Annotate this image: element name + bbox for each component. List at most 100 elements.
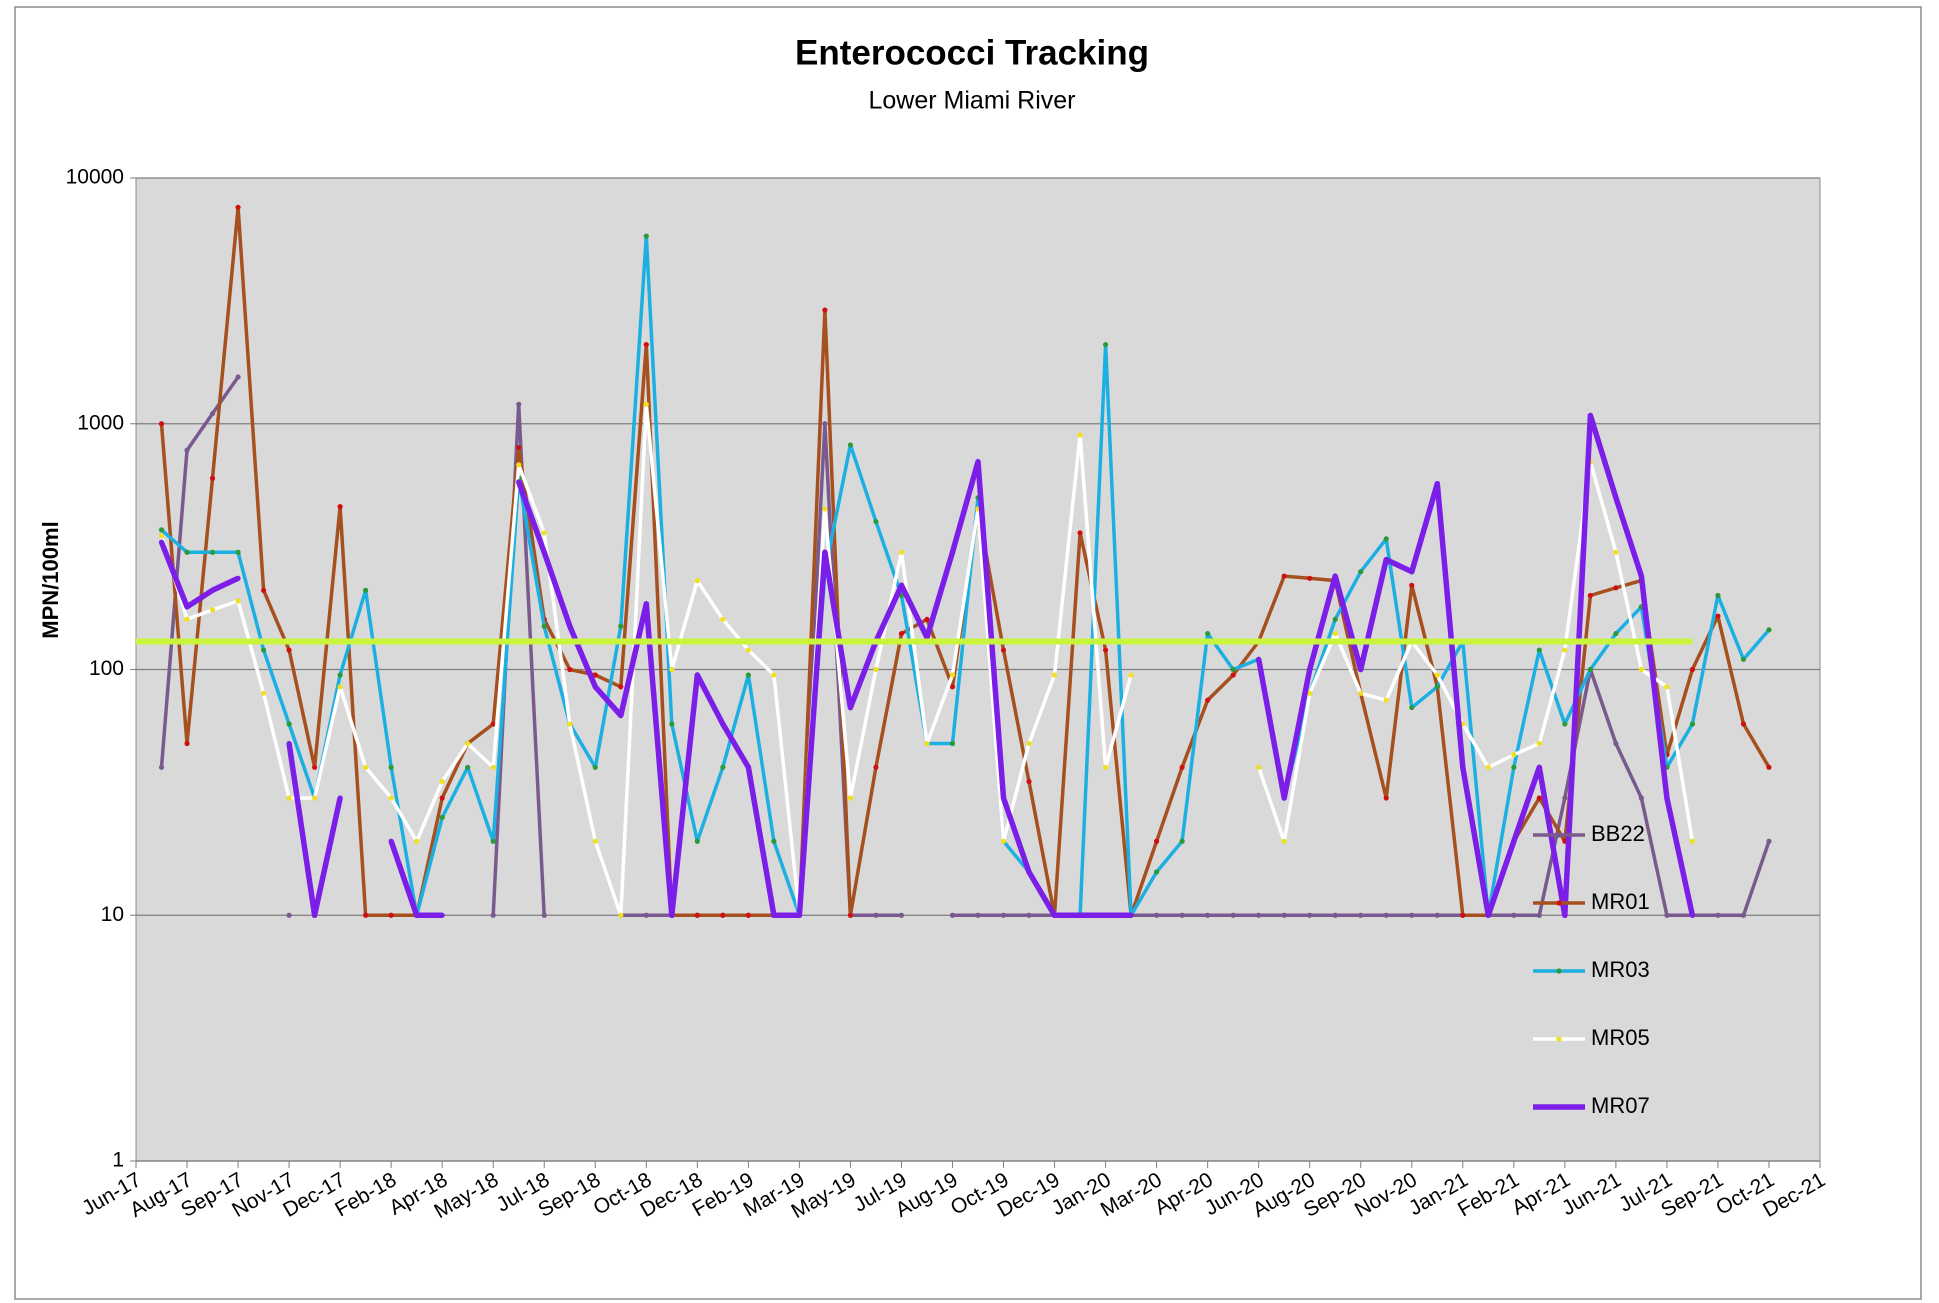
series-marker [898, 582, 905, 588]
series-marker [1026, 740, 1032, 747]
series-marker [1434, 672, 1440, 678]
series-marker [1613, 585, 1619, 591]
series-marker [1562, 795, 1568, 801]
series-marker [388, 764, 394, 770]
series-marker [1102, 912, 1109, 918]
series-marker [949, 912, 956, 918]
series-marker [1536, 912, 1542, 918]
series-marker [1638, 666, 1644, 673]
series-marker [1205, 697, 1211, 703]
series-marker [235, 374, 241, 380]
series-marker [1230, 912, 1236, 918]
series-marker [1664, 912, 1670, 918]
series-marker [873, 912, 879, 918]
series-marker [1102, 764, 1109, 770]
y-axis-label: MPN/100ml [38, 521, 63, 638]
y-tick-label: 1000 [77, 411, 124, 434]
series-marker [847, 795, 854, 801]
series-marker [898, 549, 905, 555]
series-marker [184, 604, 190, 610]
series-marker [1000, 838, 1007, 844]
legend-marker [1556, 900, 1562, 906]
series-marker [1409, 912, 1415, 918]
series-marker [847, 442, 854, 448]
series-marker [414, 838, 420, 844]
series-marker [1536, 740, 1542, 747]
series-marker [643, 601, 649, 607]
series-marker [1511, 764, 1517, 770]
series-marker [1307, 666, 1313, 673]
series-marker [1460, 912, 1466, 918]
series-marker [1307, 690, 1313, 696]
series-marker [669, 721, 675, 727]
series-marker [1051, 672, 1058, 678]
legend-marker [1556, 832, 1562, 838]
series-marker [439, 778, 445, 785]
series-marker [1511, 838, 1517, 844]
series-marker [1102, 647, 1109, 653]
series-marker [745, 672, 751, 678]
series-marker [490, 838, 496, 844]
series-marker [312, 795, 318, 801]
series-marker [975, 459, 981, 465]
series-marker [1536, 764, 1542, 770]
series-marker [286, 795, 292, 801]
series-marker [158, 527, 165, 533]
series-marker [618, 712, 624, 719]
series-marker [235, 204, 241, 210]
series-marker [1689, 666, 1696, 673]
series-marker [1332, 616, 1338, 622]
series-marker [1154, 838, 1160, 844]
series-marker [1434, 481, 1440, 487]
series-marker [745, 647, 751, 653]
legend-label: MR03 [1591, 957, 1650, 982]
series-marker [235, 598, 241, 604]
series-marker [363, 764, 369, 770]
series-marker [439, 912, 445, 918]
series-marker [1740, 721, 1747, 727]
series-marker [643, 912, 649, 918]
series-marker [694, 912, 700, 918]
series-marker [1536, 647, 1542, 653]
series-marker [439, 814, 445, 821]
series-marker [184, 616, 190, 622]
series-marker [260, 647, 267, 653]
series-marker [1281, 838, 1287, 844]
series-marker [1613, 630, 1619, 637]
series-marker [1000, 795, 1007, 801]
series-marker [669, 666, 675, 673]
series-marker [1179, 838, 1185, 844]
series-marker [1281, 795, 1287, 801]
series-marker [1230, 666, 1236, 673]
series-marker [1766, 838, 1772, 844]
series-marker [465, 740, 471, 747]
series-marker [771, 838, 777, 844]
series-marker [388, 795, 394, 801]
series-marker [209, 607, 216, 613]
series-marker [694, 578, 700, 584]
series-marker [1026, 912, 1032, 918]
series-marker [337, 795, 343, 801]
y-tick-label: 10 [101, 903, 124, 926]
series-marker [516, 401, 522, 407]
series-marker [949, 740, 956, 747]
series-marker [1179, 912, 1185, 918]
series-marker [618, 912, 624, 918]
series-marker [209, 410, 216, 417]
series-marker [592, 764, 598, 770]
series-marker [1358, 666, 1364, 673]
legend-label: MR05 [1591, 1025, 1650, 1050]
series-marker [541, 549, 547, 555]
series-marker [898, 912, 905, 918]
series-marker [1332, 912, 1338, 918]
series-marker [1715, 592, 1721, 599]
legend-marker [1556, 968, 1562, 974]
series-marker [235, 575, 241, 581]
y-tick-label: 1 [112, 1149, 124, 1172]
legend-label: MR07 [1591, 1093, 1650, 1118]
series-marker [388, 838, 394, 844]
series-marker [847, 704, 854, 711]
series-marker [260, 587, 267, 593]
series-marker [158, 421, 165, 427]
